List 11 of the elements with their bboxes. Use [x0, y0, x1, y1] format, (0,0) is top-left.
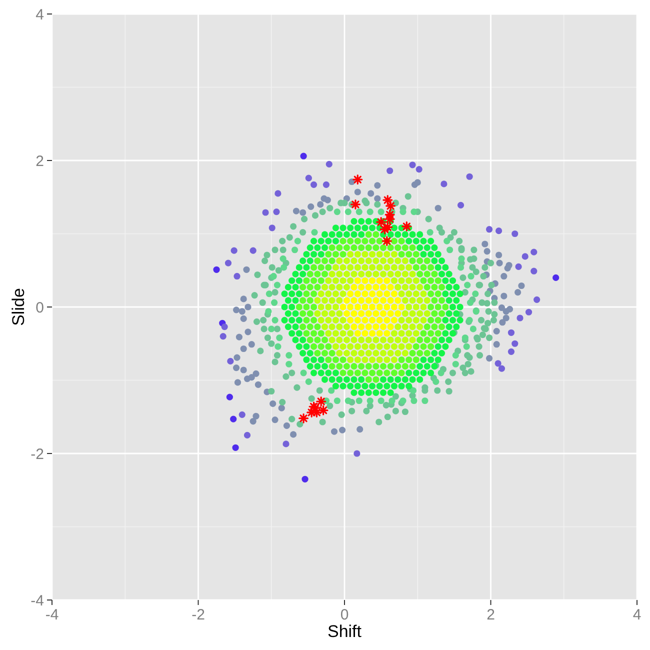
x-tick-label: 0	[340, 606, 349, 624]
x-tick-label: 4	[632, 606, 642, 624]
x-axis-title: Shift	[327, 622, 362, 641]
y-axis-title: Slide	[9, 288, 28, 326]
x-tick-label: -2	[192, 606, 205, 624]
y-tick-label: 4	[36, 6, 44, 24]
y-tick-label: 2	[36, 152, 44, 170]
y-tick-label: -2	[30, 446, 44, 463]
y-tick-label: -4	[30, 592, 44, 610]
x-tick-label: 2	[486, 606, 495, 624]
y-tick-label: 0	[36, 299, 44, 316]
